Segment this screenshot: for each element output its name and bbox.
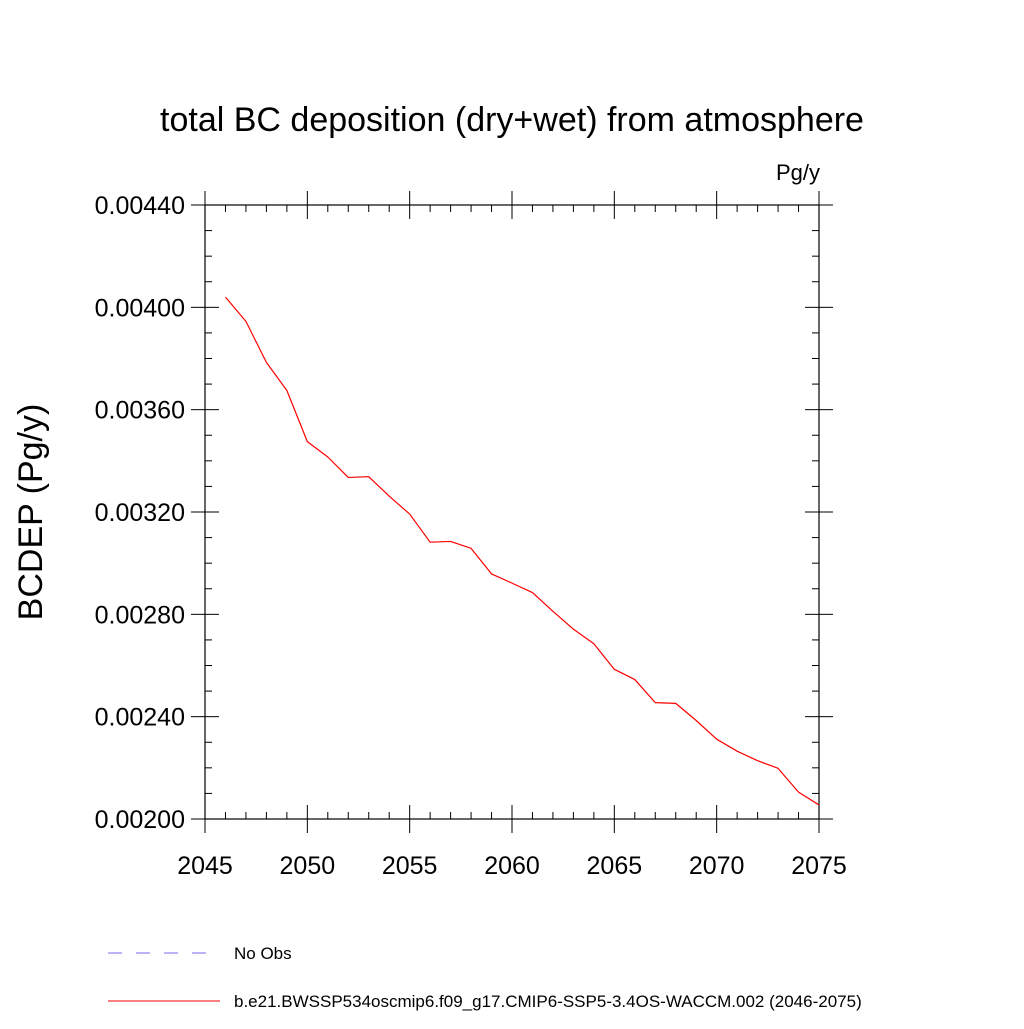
x-tick-label: 2045 [177,852,233,880]
series-line [225,296,820,806]
legend: No Obs b.e21.BWSSP534oscmip6.f09_g17.CMIP… [108,944,862,1011]
y-axis-label: BCDEP (Pg/y) [12,404,50,621]
axis-tick-labels: 2045 2050 2055 2060 2065 2070 2075 0.00200 0.002… [95,192,847,880]
y-tick-label: 0.00240 [95,704,185,732]
y-tick-label: 0.00400 [95,294,185,322]
x-tick-label: 2060 [484,852,540,880]
legend-label: b.e21.BWSSP534oscmip6.f09_g17.CMIP6-SSP5… [234,992,862,1011]
units-label: Pg/y [776,160,820,185]
y-tick-label: 0.00280 [95,601,185,629]
legend-label: No Obs [234,944,292,963]
y-tick-label: 0.00360 [95,397,185,425]
x-tick-label: 2065 [587,852,643,880]
x-tick-label: 2070 [689,852,745,880]
y-tick-label: 0.00320 [95,499,185,527]
chart-title: total BC deposition (dry+wet) from atmos… [160,101,864,139]
x-tick-label: 2055 [382,852,438,880]
axis-ticks [191,191,833,833]
y-tick-label: 0.00200 [95,806,185,834]
plot-frame [204,204,820,820]
y-tick-label: 0.00440 [95,192,185,220]
x-tick-label: 2075 [791,852,847,880]
series-layer [225,296,820,806]
x-tick-label: 2050 [280,852,336,880]
